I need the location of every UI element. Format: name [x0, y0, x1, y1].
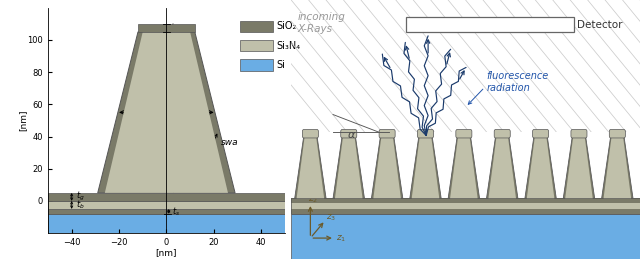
Bar — [406, 17, 573, 32]
Polygon shape — [371, 136, 403, 198]
Y-axis label: [nm]: [nm] — [19, 110, 28, 131]
Bar — [479, 136, 486, 198]
Text: SiO₂: SiO₂ — [276, 21, 297, 31]
Text: h: h — [178, 112, 185, 122]
Polygon shape — [448, 136, 479, 198]
X-axis label: [nm]: [nm] — [156, 248, 177, 257]
FancyBboxPatch shape — [340, 130, 356, 138]
Bar — [364, 136, 371, 198]
Text: swa: swa — [221, 139, 239, 147]
Text: $\alpha$: $\alpha$ — [347, 130, 356, 140]
Bar — [48, 214, 285, 233]
FancyBboxPatch shape — [571, 130, 587, 138]
Polygon shape — [602, 136, 633, 198]
Text: $t_t$: $t_t$ — [170, 22, 178, 34]
FancyBboxPatch shape — [609, 130, 625, 138]
Polygon shape — [335, 136, 362, 198]
Bar — [291, 198, 640, 203]
Bar — [403, 136, 410, 198]
Bar — [291, 198, 640, 214]
Bar — [556, 136, 563, 198]
Text: $t_b$: $t_b$ — [76, 199, 85, 211]
FancyBboxPatch shape — [417, 130, 433, 138]
Polygon shape — [450, 136, 477, 198]
Text: $z_1$: $z_1$ — [336, 234, 346, 244]
Bar — [518, 136, 525, 198]
Text: $z_3$: $z_3$ — [326, 212, 336, 223]
Bar — [48, 201, 285, 209]
FancyBboxPatch shape — [456, 130, 472, 138]
FancyBboxPatch shape — [494, 130, 510, 138]
Bar — [240, 21, 273, 32]
Bar — [291, 209, 640, 214]
Polygon shape — [486, 136, 518, 198]
Text: Si₃N₄: Si₃N₄ — [276, 41, 301, 51]
Bar — [240, 40, 273, 51]
Polygon shape — [296, 136, 324, 198]
Text: $t_g$: $t_g$ — [76, 190, 85, 203]
Bar — [138, 24, 195, 32]
Bar — [240, 59, 273, 70]
Bar — [595, 136, 602, 198]
Polygon shape — [488, 136, 516, 198]
FancyBboxPatch shape — [302, 130, 319, 138]
FancyBboxPatch shape — [379, 130, 395, 138]
Polygon shape — [565, 136, 593, 198]
Text: $z_2$: $z_2$ — [308, 195, 317, 205]
Polygon shape — [333, 136, 364, 198]
Bar — [291, 214, 640, 259]
Polygon shape — [410, 136, 441, 198]
Polygon shape — [373, 136, 401, 198]
Polygon shape — [105, 32, 228, 193]
Polygon shape — [412, 136, 439, 198]
Text: incoming
X-Rays: incoming X-Rays — [298, 12, 346, 34]
Polygon shape — [98, 32, 235, 193]
Polygon shape — [604, 136, 631, 198]
Polygon shape — [294, 136, 326, 198]
Bar — [326, 136, 333, 198]
Bar — [48, 193, 285, 201]
Polygon shape — [563, 136, 595, 198]
Bar — [441, 136, 448, 198]
Polygon shape — [525, 136, 556, 198]
Text: fluorescence
radiation: fluorescence radiation — [486, 71, 548, 93]
Text: Si: Si — [276, 60, 285, 70]
Bar — [291, 132, 640, 259]
Text: cd: cd — [158, 98, 170, 107]
FancyBboxPatch shape — [532, 130, 548, 138]
Text: $t_s$: $t_s$ — [172, 205, 180, 218]
Bar — [291, 203, 640, 209]
Polygon shape — [527, 136, 554, 198]
Bar — [48, 209, 285, 214]
Text: Detector: Detector — [577, 20, 623, 30]
